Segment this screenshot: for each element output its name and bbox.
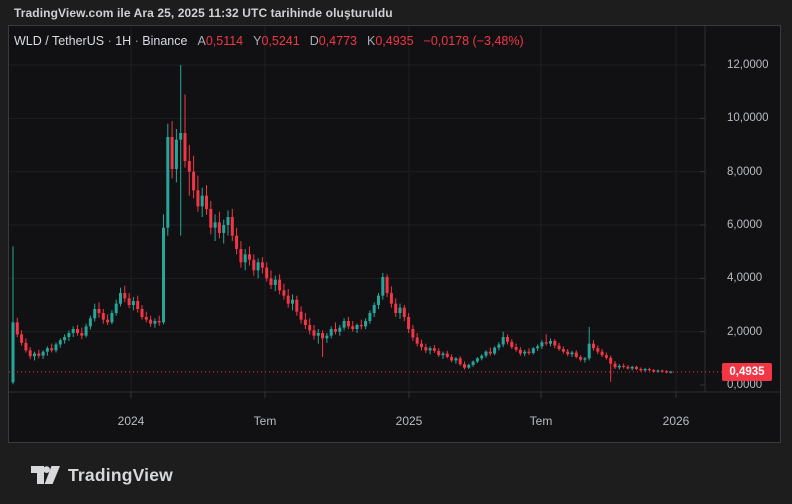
time-axis-label: 2024	[117, 414, 145, 428]
brand-name: TradingView	[68, 464, 173, 485]
ohlc-pair: A0,5114	[197, 33, 244, 48]
time-axis-label: Tem	[253, 414, 277, 428]
chart-legend: WLD / TetherUS · 1H · Binance A0,5114 Y0,…	[14, 33, 524, 48]
tradingview-logo-icon	[31, 466, 60, 484]
last-price-tag: 0,4935	[722, 362, 772, 381]
candles	[11, 65, 673, 385]
ohlc-values: A0,5114 Y0,5241 D0,4773 K0,4935	[197, 34, 413, 48]
chart-widget	[8, 25, 781, 443]
time-axis-label: 2026	[662, 414, 690, 428]
candlestick-chart[interactable]	[9, 26, 780, 442]
footer: TradingView	[0, 443, 792, 504]
price-axis-label: 12,0000	[727, 59, 769, 71]
ohlc-pair: D0,4773	[309, 33, 357, 48]
time-axis-label: Tem	[529, 414, 553, 428]
price-axis-label: 2,0000	[727, 325, 763, 338]
price-axis-label: 6,0000	[727, 219, 763, 231]
price-axis-label: 10,0000	[727, 112, 769, 125]
price-axis-label: 0,0000	[727, 379, 763, 391]
time-axis-label: 2025	[395, 414, 423, 428]
price-axis-label: 4,0000	[727, 272, 763, 285]
ohlc-pair: Y0,5241	[253, 33, 300, 48]
change-value: −0,0178 (−3,48%)	[423, 33, 524, 48]
snapshot-attribution: TradingView.com ile Ara 25, 2025 11:32 U…	[14, 6, 393, 20]
symbol-title: WLD / TetherUS · 1H · Binance	[14, 33, 188, 48]
price-axis-label: 8,0000	[727, 165, 763, 178]
ohlc-pair: K0,4935	[366, 33, 414, 48]
